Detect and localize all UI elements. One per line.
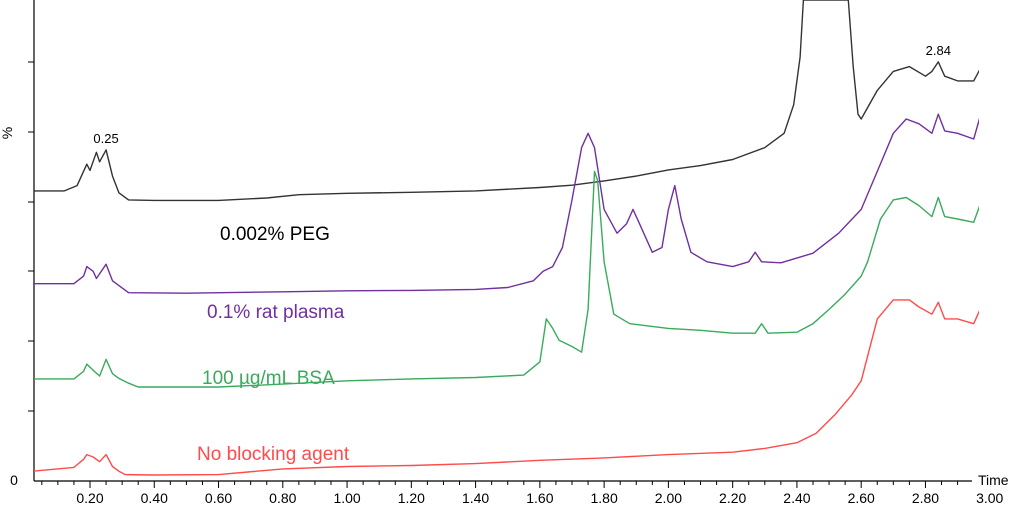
- trace-line-1: [34, 113, 979, 294]
- x-tick-label: 2.20: [719, 490, 746, 506]
- y-axis-label: %: [0, 127, 15, 139]
- x-tick-label: 0.60: [205, 490, 232, 506]
- series-label-no-blocking: No blocking agent: [197, 444, 350, 465]
- y-axis-ticks: [28, 61, 34, 412]
- trace-line-0: [34, 0, 979, 202]
- x-tick-label: 2.40: [783, 490, 810, 506]
- x-axis-label: Time: [978, 472, 1009, 488]
- x-tick-label: 1.00: [333, 490, 360, 506]
- x-tick-label: 2.80: [912, 490, 939, 506]
- x-tick-label: 1.40: [462, 490, 489, 506]
- peak-annotation-label: 0.25: [93, 131, 118, 146]
- x-tick-label: 0.80: [269, 490, 296, 506]
- peak-annotations: 0.25 2.84: [93, 43, 951, 146]
- x-tick-label: 1.20: [398, 490, 425, 506]
- peak-annotation-label: 2.84: [926, 43, 951, 58]
- x-tick-label: 0.20: [76, 490, 103, 506]
- x-tick-label: 1.80: [591, 490, 618, 506]
- series-label-rat-plasma: 0.1% rat plasma: [207, 302, 345, 323]
- x-tick-label: 2.60: [848, 490, 875, 506]
- x-tick-label: 3.00: [976, 490, 1003, 506]
- x-tick-label: 1.60: [526, 490, 553, 506]
- series-label-peg: 0.002% PEG: [220, 224, 330, 245]
- x-axis-ticks: 0.20 0.40 0.60 0.80 1.00 1.20 1.40 1.60 1.80 2.00…: [41, 481, 1004, 506]
- trace-line-2: [34, 170, 979, 388]
- trace-line-3: [34, 299, 979, 476]
- y-tick-label-zero: 0: [10, 472, 18, 488]
- trace-group: [34, 0, 979, 476]
- x-tick-label: 0.40: [141, 490, 168, 506]
- series-label-bsa: 100 µg/mL BSA: [202, 368, 335, 389]
- x-tick-label: 2.00: [655, 490, 682, 506]
